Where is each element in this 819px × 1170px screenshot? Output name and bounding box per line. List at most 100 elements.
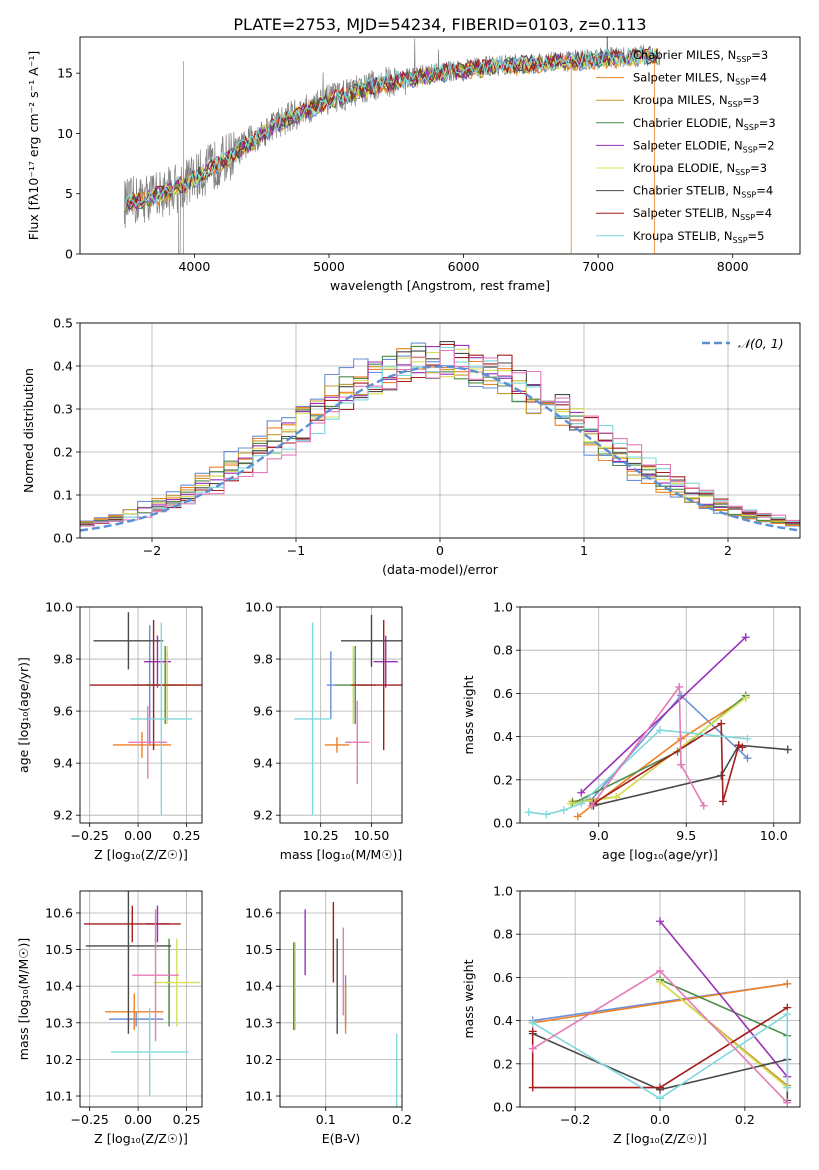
y-tick-label: 10.1 <box>45 1089 73 1104</box>
weight-marker <box>741 693 750 702</box>
y-tick-label: 15 <box>57 66 73 81</box>
plot-area <box>294 614 402 816</box>
plot-area <box>524 633 792 821</box>
weight-marker <box>783 1010 792 1019</box>
x-tick-label: 1 <box>580 543 588 558</box>
legend-entry: Chabrier STELIB, NSSP=4 <box>633 184 773 200</box>
y-tick-label: 10.1 <box>245 1089 273 1104</box>
weight-series-line <box>659 981 788 1089</box>
x-axis-label: mass [log₁₀(M/M☉)] <box>280 847 402 862</box>
y-tick-label: 0.4 <box>53 359 73 374</box>
weight-marker <box>573 812 582 821</box>
x-axis-label: Z [log₁₀(Z/Z☉)] <box>94 847 188 862</box>
y-tick-label: 10 <box>57 126 73 141</box>
weight-marker <box>656 977 664 986</box>
weight-marker <box>743 754 752 763</box>
y-tick-label: 9.2 <box>253 808 273 823</box>
y-axis-label: mass weight <box>461 675 476 754</box>
x-tick-label: 0.2 <box>735 1112 755 1127</box>
weight-marker <box>528 1027 537 1036</box>
reference-gaussian-curve <box>80 365 800 532</box>
weight-marker <box>524 808 533 817</box>
plot-mass-weight-vs-z: −0.2 0.0 0.2 0.0 0.2 0.4 0.6 0.8 1.0 Z [log₁₀(Z/Z… <box>461 884 801 1146</box>
legend-entry: Salpeter STELIB, NSSP=4 <box>633 206 772 222</box>
legend-entry: Salpeter MILES, NSSP=4 <box>633 71 767 87</box>
weight-marker <box>699 801 708 810</box>
plot-area <box>89 612 202 816</box>
legend-entry: Chabrier ELODIE, NSSP=3 <box>633 116 776 132</box>
y-tick-label: 9.6 <box>53 704 73 719</box>
errorbar-point <box>109 1011 164 1027</box>
weight-series-line <box>591 684 705 807</box>
y-tick-label: 10.6 <box>245 905 273 920</box>
y-tick-label: 10.3 <box>245 1015 273 1030</box>
axes-frame <box>519 606 801 824</box>
x-tick-label: 0.2 <box>392 1112 412 1127</box>
weight-marker <box>783 979 792 988</box>
plot-age-vs-mass: 10.25 10.50 9.2 9.4 9.6 9.8 10.0 mass [log₁₀(M/… <box>245 600 403 862</box>
residual-histogram <box>80 349 800 527</box>
x-axis-label: wavelength [Angstrom, rest frame] <box>330 278 550 293</box>
weight-marker <box>656 1083 664 1092</box>
x-tick-label: −1 <box>287 543 305 558</box>
x-tick-label: 5000 <box>313 259 345 274</box>
errorbar-point <box>351 620 402 751</box>
y-tick-label: 0.2 <box>493 772 513 787</box>
y-tick-label: 10.4 <box>245 979 273 994</box>
y-tick-label: 0.2 <box>53 445 73 460</box>
x-tick-label: 9.5 <box>676 828 696 843</box>
y-tick-label: 0.3 <box>53 402 73 417</box>
legend-entry: Kroupa ELODIE, NSSP=3 <box>633 161 767 177</box>
weight-marker <box>675 682 684 691</box>
y-tick-label: 0 <box>65 247 73 262</box>
y-tick-label: 9.4 <box>53 756 73 771</box>
x-tick-label: 8000 <box>717 259 749 274</box>
x-tick-label: 0.00 <box>124 828 152 843</box>
weight-series-line <box>531 1006 788 1089</box>
legend-entry: Kroupa STELIB, NSSP=5 <box>633 229 764 245</box>
errorbar-point <box>110 1008 189 1097</box>
legend-entry: 𝒩(0, 1) <box>738 336 784 351</box>
x-tick-label: −0.25 <box>71 828 109 843</box>
errorbar-point <box>294 622 331 816</box>
y-tick-label: 0.4 <box>493 729 513 744</box>
y-axis-label: Normed distribution <box>21 368 36 493</box>
weight-series-line <box>659 978 788 1037</box>
plot-area <box>80 341 800 532</box>
weight-marker <box>559 806 568 815</box>
y-tick-label: 0.5 <box>53 316 73 331</box>
figure-title: PLATE=2753, MJD=54234, FIBERID=0103, z=0… <box>233 15 646 34</box>
y-tick-label: 0.6 <box>493 686 513 701</box>
weight-marker <box>577 788 586 797</box>
x-axis-label: E(B-V) <box>322 1131 361 1146</box>
model-spectrum <box>123 46 658 212</box>
weight-marker <box>656 917 664 926</box>
y-tick-label: 0.8 <box>493 643 513 658</box>
weight-marker <box>542 810 551 819</box>
weight-marker <box>743 734 752 743</box>
y-tick-label: 10.2 <box>245 1052 273 1067</box>
weight-series-line <box>532 983 788 1024</box>
errorbar-point <box>89 620 202 751</box>
weight-marker <box>719 797 727 806</box>
y-axis-label: mass weight <box>461 959 476 1038</box>
x-tick-label: 10.50 <box>354 828 390 843</box>
x-tick-label: 0 <box>436 543 444 558</box>
y-tick-label: 0.2 <box>493 1056 513 1071</box>
y-tick-label: 0.1 <box>53 488 73 503</box>
weight-marker <box>717 719 726 728</box>
y-tick-label: 10.2 <box>45 1052 73 1067</box>
x-axis-label: age [log₁₀(age/yr)] <box>602 847 718 862</box>
plot-area <box>528 917 792 1107</box>
y-tick-label: 10.6 <box>45 905 73 920</box>
legend-entry: Chabrier MILES, NSSP=3 <box>633 48 768 64</box>
axes-frame <box>79 36 801 255</box>
x-axis-label: Z [log₁₀(Z/Z☉)] <box>613 1131 707 1146</box>
weight-marker <box>677 760 685 769</box>
x-tick-label: 10.25 <box>303 828 339 843</box>
x-tick-label: 0.1 <box>316 1112 336 1127</box>
x-tick-label: −0.2 <box>560 1112 590 1127</box>
weight-marker <box>656 1094 664 1103</box>
